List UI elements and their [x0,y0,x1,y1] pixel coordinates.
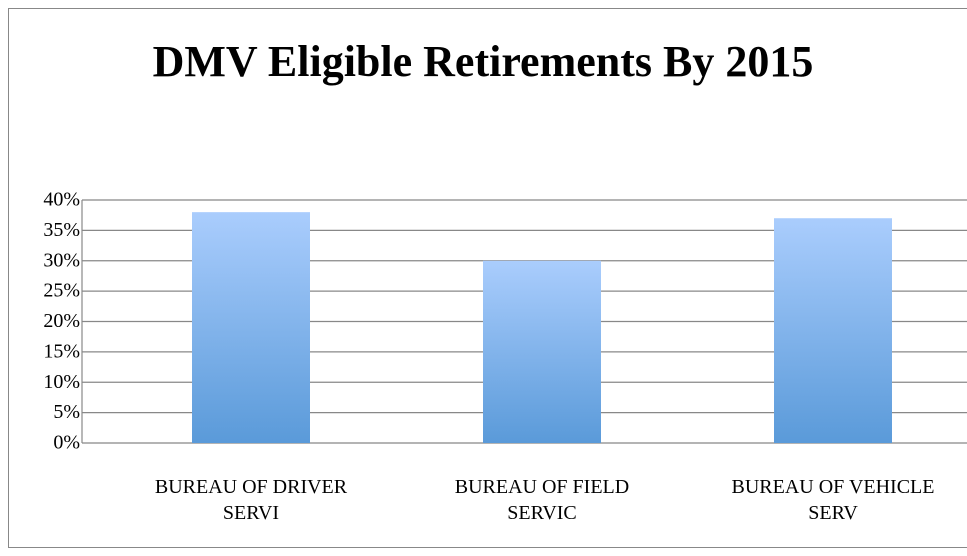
x-tick-label: BUREAU OF FIELD SERVIC [454,476,630,524]
bar [774,218,892,443]
y-tick-label: 15% [43,340,80,362]
chart-title: DMV Eligible Retirements By 2015 [153,37,814,86]
y-tick-label: 5% [53,401,80,423]
y-tick-label: 20% [43,310,80,332]
y-tick-label: 0% [53,432,80,454]
y-tick-label: 40% [43,189,80,211]
x-tick-label: BUREAU OF VEHICLE SERV [731,476,935,524]
y-tick-label: 35% [43,219,80,241]
y-tick-label: 10% [43,371,80,393]
y-tick-label: 30% [43,249,80,271]
bar [192,212,310,443]
bar [483,260,601,443]
x-tick-label: BUREAU OF DRIVER SERVI [154,476,348,524]
y-tick-label: 25% [43,280,80,302]
